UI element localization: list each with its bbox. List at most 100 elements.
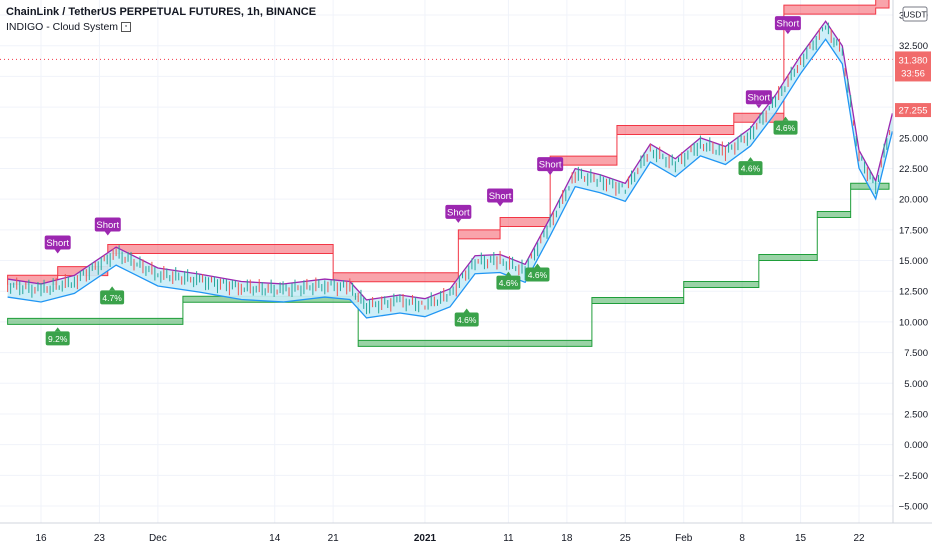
short-signal-label: Short bbox=[94, 217, 121, 236]
price-tick-label: 7.500 bbox=[904, 348, 928, 359]
short-signal-label: Short bbox=[445, 204, 472, 223]
price-candles bbox=[7, 22, 891, 315]
time-tick-label: 14 bbox=[269, 533, 281, 544]
signal-pointer bbox=[782, 116, 789, 121]
signal-pointer bbox=[54, 327, 61, 332]
symbol-title[interactable]: ChainLink / TetherUS PERPETUAL FUTURES, … bbox=[6, 6, 317, 18]
time-tick-label: 18 bbox=[561, 533, 573, 544]
signal-label-text: 4.6% bbox=[457, 315, 477, 325]
signal-label-box bbox=[774, 16, 801, 31]
signal-label-text: Short bbox=[489, 191, 512, 202]
signal-pointer bbox=[784, 30, 791, 35]
signal-label-box bbox=[773, 120, 798, 135]
signal-pointer bbox=[497, 202, 504, 207]
signal-label-box bbox=[44, 235, 71, 250]
short-signal-label: Short bbox=[774, 16, 801, 35]
time-tick-label: 11 bbox=[503, 533, 514, 544]
time-tick-label: 2021 bbox=[414, 533, 437, 544]
resistance-band bbox=[7, 0, 890, 285]
indicator-name[interactable]: INDIGO - Cloud System bbox=[6, 21, 119, 33]
price-tick-label: 20.000 bbox=[899, 195, 928, 206]
price-tick-label: 15.000 bbox=[899, 256, 928, 267]
price-tick-label: 17.500 bbox=[899, 225, 928, 236]
signal-label-text: Short bbox=[447, 207, 470, 218]
time-axis: 16 23 Dec 14 21 2021 11 18 25 Feb 8 15 22 bbox=[0, 522, 932, 550]
currency-label: USDT bbox=[903, 10, 926, 20]
signal-label-box bbox=[45, 331, 70, 346]
cloud-upper-line bbox=[7, 20, 894, 301]
price-tick-label: 22.500 bbox=[899, 164, 928, 175]
price-tick-label: −2.500 bbox=[899, 471, 928, 482]
long-signal-label: 4.6% bbox=[496, 271, 521, 290]
signal-label-text: 4.7% bbox=[102, 293, 122, 303]
time-tick-label: 21 bbox=[328, 533, 340, 544]
signal-label-text: 4.6% bbox=[776, 123, 796, 133]
signal-label-box bbox=[445, 204, 472, 219]
signal-label-text: Short bbox=[777, 19, 800, 30]
price-tick-label: 32.500 bbox=[899, 41, 928, 52]
signal-label-text: 9.2% bbox=[48, 334, 68, 344]
signal-label-box bbox=[100, 290, 125, 305]
last-price-value: 31.380 bbox=[898, 55, 927, 66]
price-tick-label: 10.000 bbox=[899, 317, 928, 328]
signal-label-box bbox=[525, 267, 550, 282]
indicator-legend[interactable]: INDIGO - Cloud System ▫ bbox=[6, 21, 316, 33]
time-tick-label: Feb bbox=[675, 533, 693, 544]
signal-label-text: Short bbox=[46, 238, 69, 249]
price-tick-label: 25.000 bbox=[899, 133, 928, 144]
time-tick-label: 15 bbox=[795, 533, 807, 544]
signal-pointer bbox=[547, 171, 554, 176]
price-tick-label: 12.500 bbox=[899, 287, 928, 298]
price-tick-label: 2.500 bbox=[904, 409, 928, 420]
signal-pointer bbox=[104, 231, 111, 236]
currency-box bbox=[902, 6, 928, 22]
long-signal-label: 4.6% bbox=[454, 308, 479, 327]
price-axis: 35.00032.50030.00027.50025.00022.50020.0… bbox=[892, 0, 932, 550]
signal-label-box bbox=[537, 157, 564, 172]
long-signal-label: 4.6% bbox=[738, 157, 763, 176]
signal-label-box bbox=[454, 312, 479, 327]
signal-label-text: Short bbox=[539, 160, 562, 171]
time-tick-label: 25 bbox=[620, 533, 632, 544]
long-signal-label: 4.6% bbox=[773, 116, 798, 135]
signal-label-text: 4.6% bbox=[499, 278, 519, 288]
cloud-lower-line bbox=[7, 38, 894, 319]
time-axis-background bbox=[0, 523, 932, 550]
signal-pointer bbox=[534, 263, 541, 268]
short-signal-label: Short bbox=[487, 188, 514, 207]
price-tick-label: −5.000 bbox=[899, 502, 928, 513]
signal-pointer bbox=[505, 271, 512, 276]
mark-price-value: 27.255 bbox=[898, 106, 927, 117]
short-signal-label: Short bbox=[537, 157, 564, 176]
chart-header: ChainLink / TetherUS PERPETUAL FUTURES, … bbox=[6, 6, 316, 33]
settings-square-icon[interactable]: ▫ bbox=[121, 22, 132, 33]
signal-label-box bbox=[745, 90, 772, 105]
signal-pointer bbox=[747, 157, 754, 162]
mark-price-tag bbox=[895, 103, 931, 118]
signal-label-box bbox=[496, 275, 521, 290]
signal-label-box bbox=[487, 188, 514, 203]
time-tick-label: 16 bbox=[35, 533, 47, 544]
signal-pointer bbox=[109, 286, 116, 291]
last-price-tag bbox=[895, 51, 931, 82]
signal-label-text: 4.6% bbox=[741, 164, 761, 174]
signal-pointer bbox=[455, 218, 462, 223]
signal-pointer bbox=[54, 249, 61, 254]
signal-label-text: Short bbox=[96, 220, 119, 231]
support-band bbox=[7, 182, 890, 347]
signal-pointer bbox=[463, 308, 470, 313]
price-axis-background bbox=[893, 0, 932, 550]
price-tick-label: 0.000 bbox=[904, 440, 928, 451]
time-tick-label: 8 bbox=[739, 533, 745, 544]
short-signal-label: Short bbox=[44, 235, 71, 254]
time-tick-label: Dec bbox=[149, 533, 167, 544]
signal-label-box bbox=[94, 217, 121, 232]
signal-label-text: Short bbox=[747, 93, 770, 104]
signal-pointer bbox=[755, 104, 762, 109]
long-signal-label: 9.2% bbox=[45, 327, 70, 346]
short-signal-label: Short bbox=[745, 90, 772, 109]
time-tick-label: 23 bbox=[94, 533, 106, 544]
long-signal-label: 4.7% bbox=[100, 286, 125, 305]
